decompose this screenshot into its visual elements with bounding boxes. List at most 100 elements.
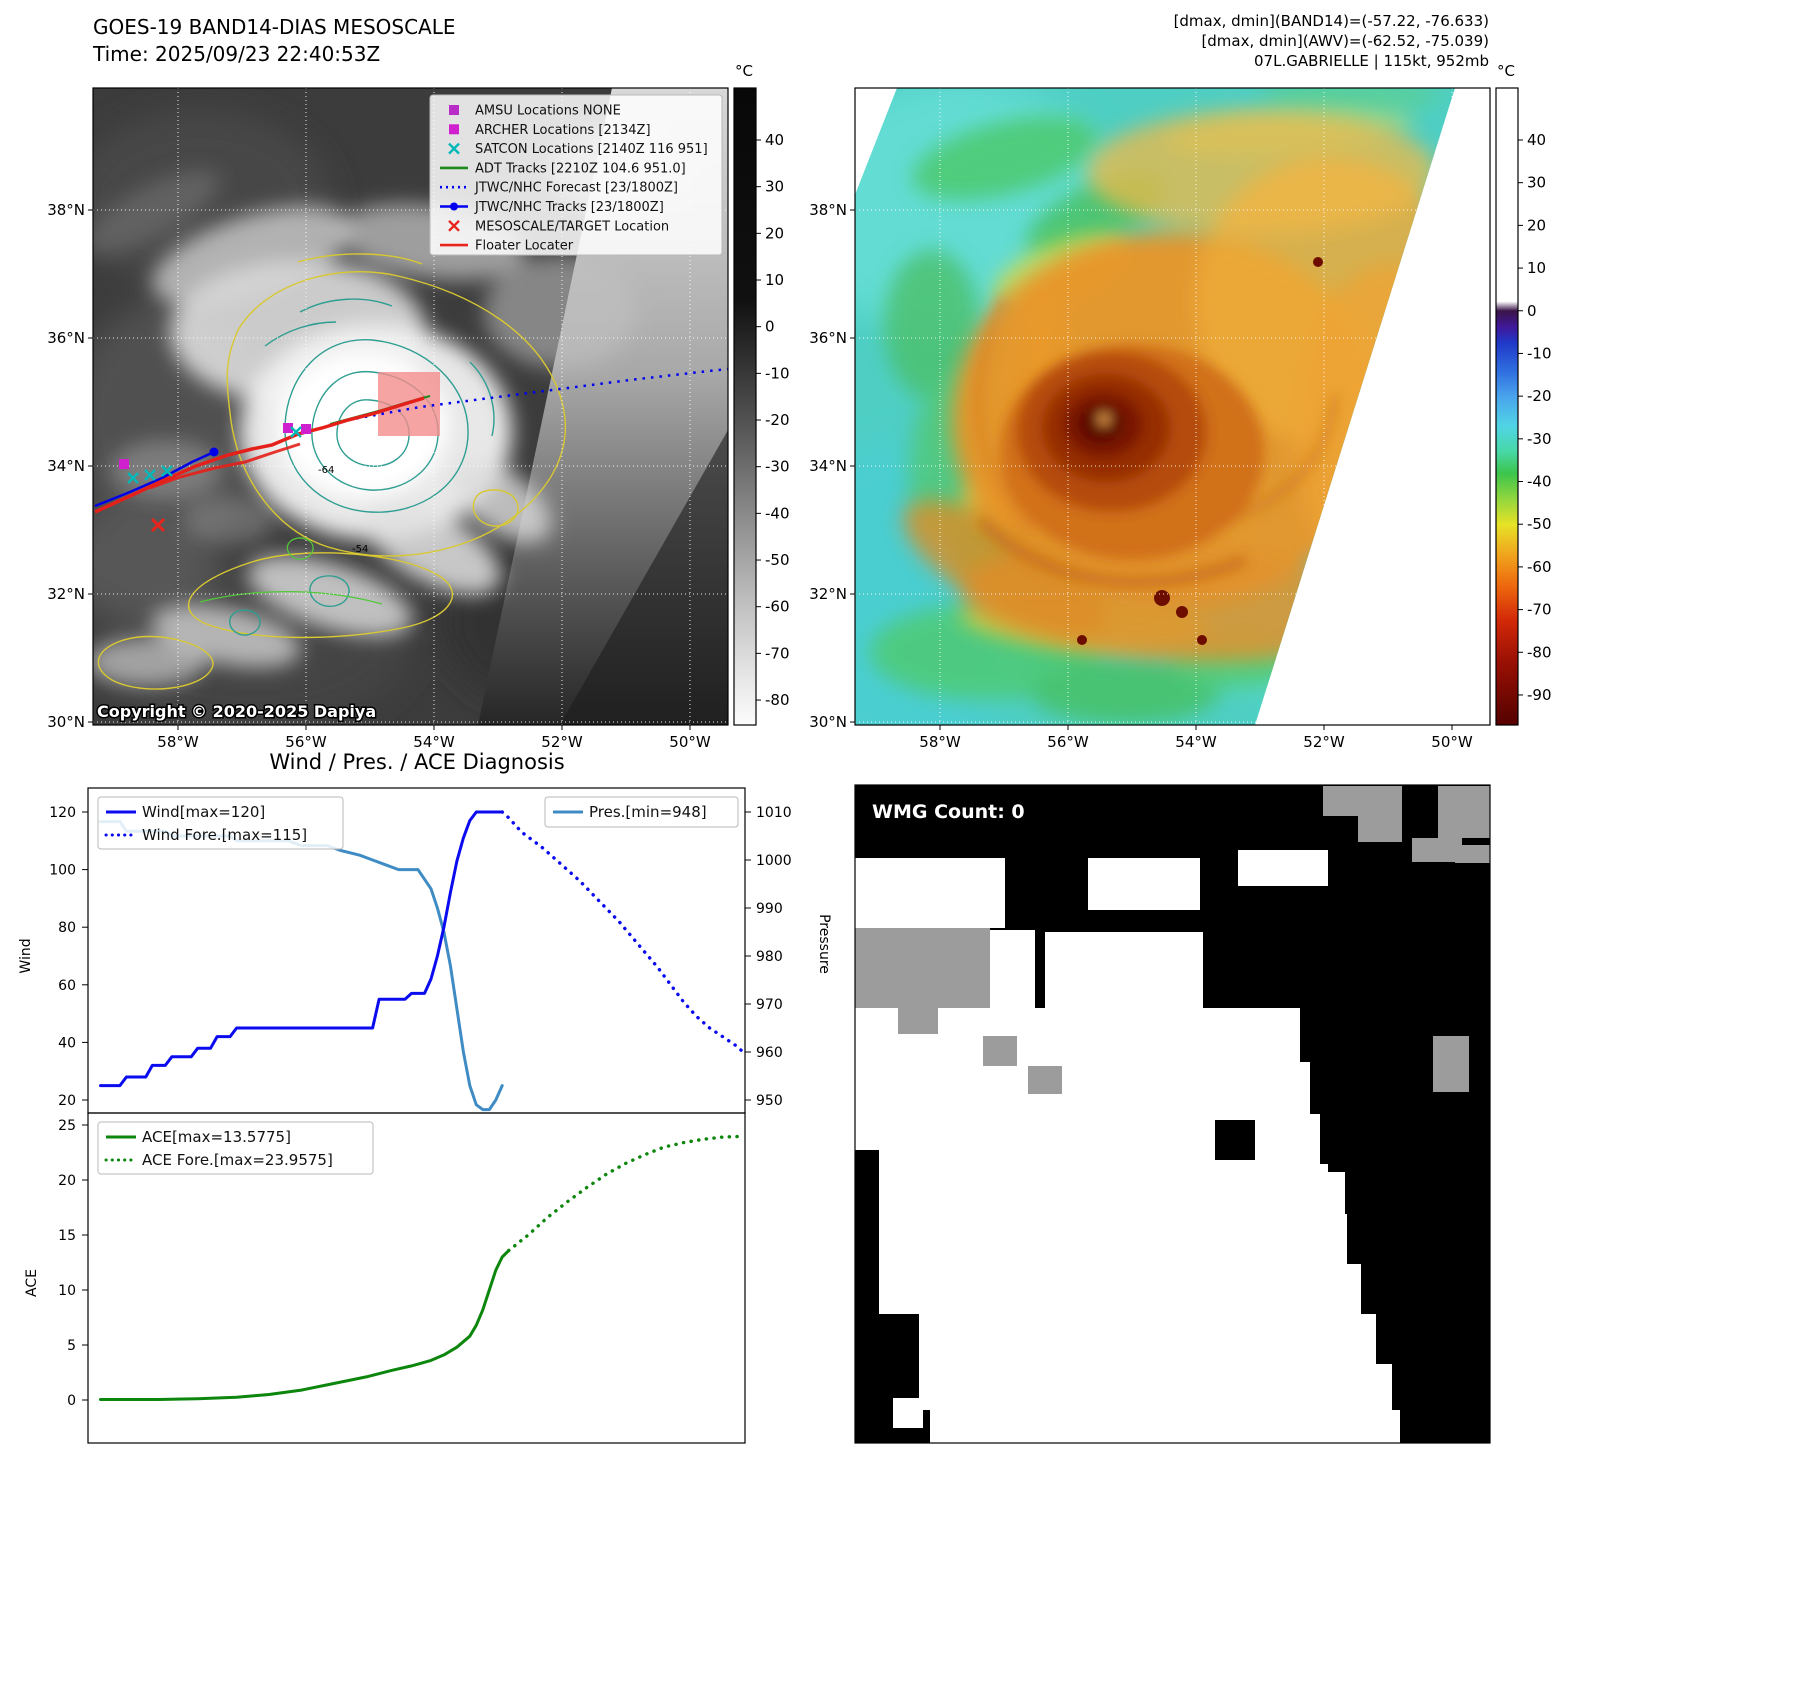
colorbar-tick-label: -50 bbox=[765, 551, 790, 569]
legend-item: SATCON Locations [2140Z 116 951] bbox=[448, 142, 708, 157]
legend-item: MESOSCALE/TARGET Location bbox=[448, 219, 669, 234]
wind-tick-label: 120 bbox=[49, 805, 76, 821]
colorbar-tick-label: -10 bbox=[765, 364, 790, 382]
ace-tick-label: 25 bbox=[58, 1118, 76, 1134]
ace-tick-label: 0 bbox=[67, 1393, 76, 1409]
colorbar-tick-label: 0 bbox=[1527, 302, 1537, 320]
awv-axis-labels: 38°N 36°N 34°N 32°N 30°N 58°W 56°W 54°W 52°W 50°W bbox=[809, 201, 1473, 751]
ace-legend: ACE[max=13.5775] ACE Fore.[max=23.9575] bbox=[97, 1121, 374, 1175]
floater-track-line-2 bbox=[149, 442, 301, 490]
wind-tick-label: 80 bbox=[58, 920, 76, 936]
legend-item-label: ADT Tracks [2210Z 104.6 951.0] bbox=[475, 161, 686, 176]
colorbar-tick-label: -10 bbox=[1527, 344, 1552, 362]
ace-tick-label: 15 bbox=[58, 1228, 76, 1244]
wind-legend-label: Wind[max=120] bbox=[142, 803, 265, 821]
colorbar-tick-label: -80 bbox=[1527, 643, 1552, 661]
wind-tick-label: 40 bbox=[58, 1035, 76, 1051]
colorbar-tick-label: 40 bbox=[765, 131, 784, 149]
legend-item: ARCHER Locations [2134Z] bbox=[449, 123, 651, 138]
wind-tick-label: 20 bbox=[58, 1093, 76, 1109]
colorbar-tick-label: -30 bbox=[1527, 430, 1552, 448]
wmg-count-label: WMG Count: 0 bbox=[872, 801, 1025, 823]
lon-tick-label: 52°W bbox=[1303, 733, 1345, 751]
satcon-location-markers bbox=[127, 426, 302, 484]
legend-item-label: JTWC/NHC Tracks [23/1800Z] bbox=[474, 200, 664, 215]
colorbar-tick-label: -20 bbox=[1527, 387, 1552, 405]
dmax-dmin-band14: [dmax, dmin](BAND14)=(-57.22, -76.633) bbox=[1174, 12, 1489, 30]
ace-legend-label: ACE[max=13.5775] bbox=[142, 1128, 291, 1146]
wmg-white-notch bbox=[893, 1398, 923, 1428]
wmg-frame bbox=[854, 784, 1491, 1444]
chart-axis-ticks: 20 40 60 80 100 120 950 960 970 980 990 1000 1010 0 5 1… bbox=[49, 805, 791, 1409]
legend-item: JTWC/NHC Forecast [23/1800Z] bbox=[440, 181, 678, 196]
ace-tick-label: 10 bbox=[58, 1283, 76, 1299]
lat-tick-label: 34°N bbox=[47, 457, 85, 475]
lat-tick-label: 32°N bbox=[809, 585, 847, 603]
pressure-legend-label: Pres.[min=948] bbox=[589, 803, 707, 821]
diagnosis-title: Wind / Pres. / ACE Diagnosis bbox=[269, 750, 564, 774]
lat-tick-label: 32°N bbox=[47, 585, 85, 603]
awv-colorbar: °C 40 30 20 10 0 -10 -20 -30 -40 -50 -60 -70 -80 -90 bbox=[1495, 62, 1552, 726]
colorbar-tick-label: -40 bbox=[1527, 473, 1552, 491]
wmg-gray-blocks bbox=[855, 786, 1490, 1094]
lon-tick-label: 56°W bbox=[1047, 733, 1089, 751]
wind-pressure-chart: Wind Pressure Wind[max=120] Wind Fore.[m… bbox=[18, 787, 832, 1114]
archer-location-markers bbox=[119, 423, 311, 469]
colorbar-tick-label: -20 bbox=[765, 411, 790, 429]
chart-series bbox=[99, 810, 504, 1088]
band14-colorbar-unit: °C bbox=[735, 62, 753, 80]
colorbar-tick-label: 20 bbox=[765, 224, 784, 242]
colorbar-tick-label: 10 bbox=[765, 271, 784, 289]
lon-tick-label: 50°W bbox=[669, 733, 711, 751]
wind-tick-label: 60 bbox=[58, 978, 76, 994]
ace-chart: ACE ACE[max=13.5775] ACE Fore.[max=23.95… bbox=[24, 1112, 746, 1444]
pressure-tick-label: 950 bbox=[756, 1093, 783, 1109]
wind-legend: Wind[max=120] Wind Fore.[max=115] bbox=[97, 796, 344, 850]
lat-tick-label: 30°N bbox=[47, 713, 85, 731]
awv-satellite-image bbox=[855, 88, 1490, 725]
chart-series bbox=[507, 1134, 744, 1253]
lat-tick-label: 38°N bbox=[47, 201, 85, 219]
colorbar-tick-label: -50 bbox=[1527, 515, 1552, 533]
wind-pressure-series bbox=[99, 810, 744, 1112]
jtwc-track-line bbox=[94, 450, 215, 508]
ace-forecast-legend-label: ACE Fore.[max=23.9575] bbox=[142, 1151, 333, 1169]
colorbar-tick-label: 20 bbox=[1527, 216, 1546, 234]
band14-legend: AMSU Locations NONE ARCHER Locations [213… bbox=[429, 94, 723, 256]
storm-identity: 07L.GABRIELLE | 115kt, 952mb bbox=[1254, 52, 1489, 70]
floater-track-line bbox=[94, 396, 425, 514]
lon-tick-label: 56°W bbox=[285, 733, 327, 751]
awv-map bbox=[854, 87, 1491, 726]
pressure-tick-label: 990 bbox=[756, 901, 783, 917]
lat-tick-label: 30°N bbox=[809, 713, 847, 731]
lon-tick-label: 50°W bbox=[1431, 733, 1473, 751]
legend-item: Floater Locater bbox=[440, 239, 574, 254]
legend-item-label: JTWC/NHC Forecast [23/1800Z] bbox=[474, 181, 678, 196]
colorbar-tick-label: 40 bbox=[1527, 131, 1546, 149]
band14-colorbar: °C 40 30 20 10 0 -10 -20 -30 -40 -50 -60 -70 -80 bbox=[733, 62, 790, 726]
wind-forecast-legend-label: Wind Fore.[max=115] bbox=[142, 826, 307, 844]
pressure-tick-label: 1000 bbox=[756, 853, 792, 869]
pressure-tick-label: 960 bbox=[756, 1045, 783, 1061]
colorbar-tick-label: -70 bbox=[765, 644, 790, 662]
wmg-white-blocks bbox=[855, 850, 1400, 1443]
lat-tick-label: 36°N bbox=[809, 329, 847, 347]
pressure-legend: Pres.[min=948] bbox=[544, 796, 739, 828]
colorbar-tick-label: -90 bbox=[1527, 686, 1552, 704]
colorbar-tick-label: -30 bbox=[765, 458, 790, 476]
colorbar-tick-label: 30 bbox=[1527, 174, 1546, 192]
ace-tick-label: 20 bbox=[58, 1173, 76, 1189]
ace-frame bbox=[87, 1112, 746, 1444]
colorbar-tick-label: -70 bbox=[1527, 601, 1552, 619]
wind-tick-label: 100 bbox=[49, 863, 76, 879]
band14-axis-labels: 38°N 36°N 34°N 32°N 30°N 58°W 56°W 54°W 52°W 50°W bbox=[47, 201, 711, 751]
pressure-tick-label: 1010 bbox=[756, 805, 792, 821]
ir-contours-green bbox=[199, 537, 383, 605]
lat-tick-label: 34°N bbox=[809, 457, 847, 475]
legend-item-label: ARCHER Locations [2134Z] bbox=[475, 123, 651, 138]
lat-tick-label: 38°N bbox=[809, 201, 847, 219]
chart-series bbox=[500, 810, 744, 1053]
lat-tick-label: 36°N bbox=[47, 329, 85, 347]
legend-item: JTWC/NHC Tracks [23/1800Z] bbox=[440, 200, 664, 215]
